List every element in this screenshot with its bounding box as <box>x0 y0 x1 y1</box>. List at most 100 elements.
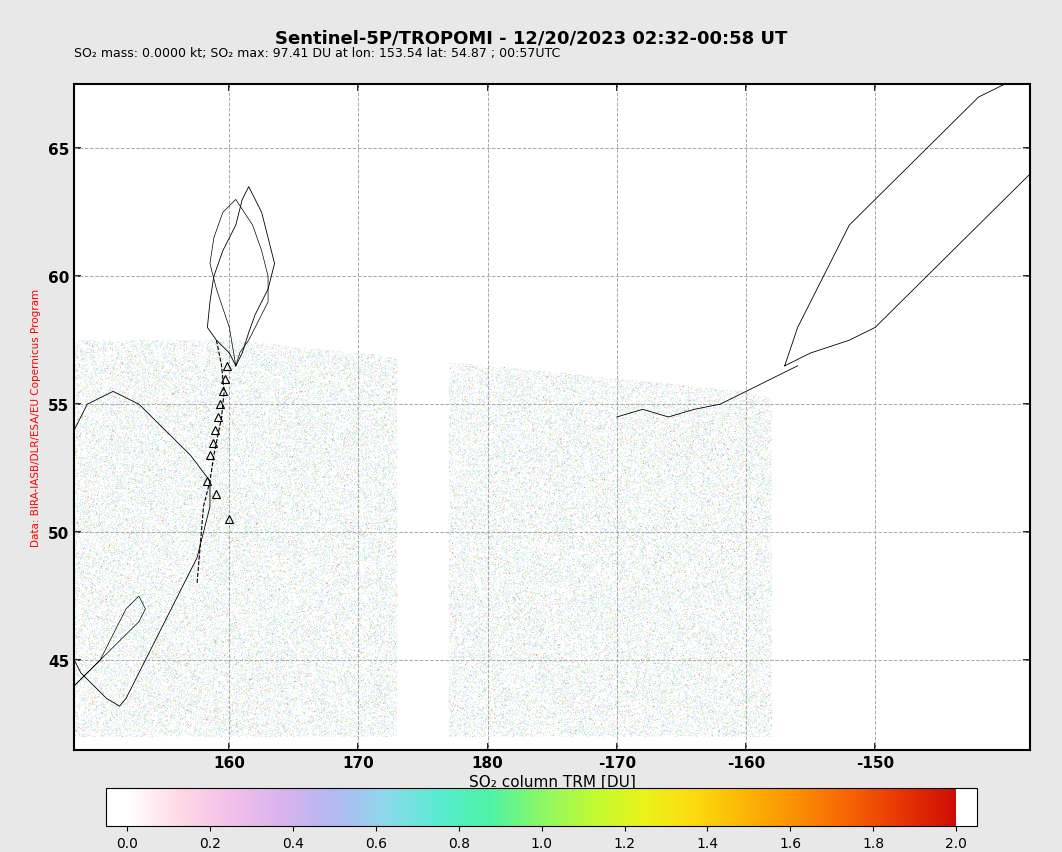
Point <box>184 699 201 712</box>
Point <box>633 414 650 428</box>
Point <box>459 559 476 573</box>
Point <box>360 357 377 371</box>
Point <box>117 692 134 705</box>
Point <box>241 634 258 648</box>
Point <box>103 349 120 363</box>
Point <box>362 367 379 381</box>
Point <box>693 612 710 625</box>
Point <box>134 600 151 613</box>
Point <box>484 682 501 696</box>
Point <box>637 479 654 492</box>
Point <box>747 515 764 529</box>
Point <box>717 384 734 398</box>
Point <box>635 707 652 721</box>
Point <box>372 692 389 705</box>
Point <box>349 500 366 514</box>
Point <box>670 691 687 705</box>
Point <box>364 532 381 546</box>
Point <box>216 508 233 521</box>
Point <box>543 603 560 617</box>
Point <box>301 630 318 643</box>
Point <box>205 642 222 655</box>
Point <box>320 526 337 539</box>
Point <box>96 729 113 743</box>
Point <box>527 515 544 528</box>
Point <box>485 417 502 431</box>
Point <box>158 506 175 520</box>
Point <box>271 476 288 490</box>
Point <box>88 702 105 716</box>
Point <box>449 388 466 401</box>
Point <box>378 693 395 706</box>
Point <box>372 705 389 719</box>
Point <box>125 539 142 553</box>
Point <box>213 382 230 395</box>
Point <box>343 548 360 561</box>
Point <box>195 649 212 663</box>
Point <box>81 620 98 634</box>
Point <box>365 564 382 578</box>
Point <box>672 429 689 443</box>
Point <box>383 604 400 618</box>
Point <box>276 613 293 626</box>
Point <box>493 685 510 699</box>
Point <box>142 636 159 649</box>
Point <box>572 470 589 484</box>
Point <box>155 447 172 461</box>
Point <box>548 635 565 648</box>
Point <box>514 722 531 736</box>
Point <box>720 636 737 649</box>
Point <box>590 436 607 450</box>
Point <box>341 600 358 613</box>
Point <box>458 473 475 486</box>
Point <box>302 381 319 394</box>
Point <box>235 464 252 478</box>
Point <box>324 648 341 661</box>
Point <box>328 452 345 465</box>
Point <box>258 662 275 676</box>
Point <box>534 482 551 496</box>
Point <box>177 622 194 636</box>
Point <box>729 509 746 522</box>
Point <box>668 563 685 577</box>
Point <box>697 506 714 520</box>
Point <box>167 723 184 737</box>
Point <box>568 712 585 726</box>
Point <box>376 579 393 592</box>
Point <box>246 639 263 653</box>
Point <box>322 477 339 491</box>
Point <box>583 448 600 462</box>
Point <box>551 433 568 446</box>
Point <box>191 676 208 689</box>
Point <box>491 443 508 457</box>
Point <box>506 725 523 739</box>
Point <box>566 620 583 634</box>
Point <box>247 466 264 480</box>
Point <box>131 348 148 362</box>
Point <box>652 504 669 518</box>
Point <box>459 688 476 702</box>
Point <box>294 475 311 488</box>
Point <box>757 687 774 700</box>
Point <box>748 441 765 455</box>
Point <box>255 494 272 508</box>
Point <box>529 530 546 544</box>
Point <box>609 455 626 469</box>
Point <box>205 356 222 370</box>
Point <box>596 423 613 436</box>
Point <box>599 615 616 629</box>
Point <box>136 619 153 633</box>
Point <box>537 502 554 515</box>
Point <box>515 629 532 642</box>
Point <box>219 687 236 700</box>
Point <box>112 454 129 468</box>
Point <box>170 467 187 481</box>
Point <box>159 688 176 701</box>
Point <box>330 630 347 644</box>
Point <box>599 701 616 715</box>
Point <box>281 479 298 492</box>
Point <box>643 395 660 409</box>
Point <box>663 381 680 394</box>
Point <box>547 628 564 642</box>
Point <box>160 707 177 721</box>
